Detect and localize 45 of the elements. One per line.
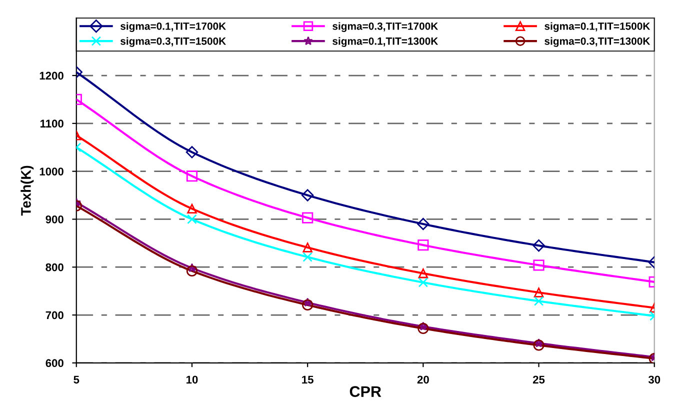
legend-label: sigma=0.1,TIT=1700K: [120, 22, 226, 32]
y-axis-title: Texh(K): [20, 166, 34, 216]
point: [186, 265, 198, 276]
point: [302, 299, 314, 311]
x-tick-label: 25: [532, 376, 545, 384]
point: [533, 340, 544, 351]
legend-label: sigma=0.1,TIT=1500K: [544, 22, 650, 32]
point: [302, 298, 312, 307]
y-tick-label: 1000: [40, 168, 64, 176]
point: [302, 252, 312, 262]
point: [418, 240, 429, 251]
legend-label: sigma=0.3,TIT=1700K: [332, 22, 438, 32]
x-tick-label: 15: [302, 376, 314, 384]
point: [187, 204, 197, 214]
point: [186, 170, 198, 182]
point: [534, 338, 544, 348]
legend-label: sigma=0.3,TIT=1300K: [544, 37, 650, 47]
point: [417, 218, 430, 230]
point: [418, 322, 429, 334]
legend-label: sigma=0.3,TIT=1500K: [120, 37, 226, 47]
x-axis-title: CPR: [350, 386, 382, 397]
point: [187, 263, 197, 272]
point: [532, 239, 545, 252]
y-tick-label: 700: [46, 311, 64, 320]
y-tick-label: 800: [46, 263, 64, 272]
x-tick-label: 10: [186, 376, 198, 384]
point: [534, 296, 544, 306]
y-tick-label: 1200: [40, 72, 64, 80]
point: [302, 242, 312, 252]
legend-label: sigma=0.1,TIT=1300K: [332, 37, 438, 47]
x-tick-label: 30: [648, 376, 660, 384]
point: [301, 189, 314, 202]
point: [418, 278, 428, 288]
point: [302, 212, 314, 224]
y-tick-label: 1100: [40, 120, 64, 128]
x-tick-label: 5: [74, 376, 80, 384]
point: [418, 322, 428, 331]
y-tick-label: 600: [46, 359, 64, 368]
point: [534, 288, 544, 298]
x-tick-label: 20: [417, 376, 429, 384]
point: [187, 214, 197, 224]
y-tick-label: 900: [46, 215, 64, 224]
point: [533, 260, 544, 271]
point: [418, 268, 428, 278]
point: [186, 146, 198, 158]
